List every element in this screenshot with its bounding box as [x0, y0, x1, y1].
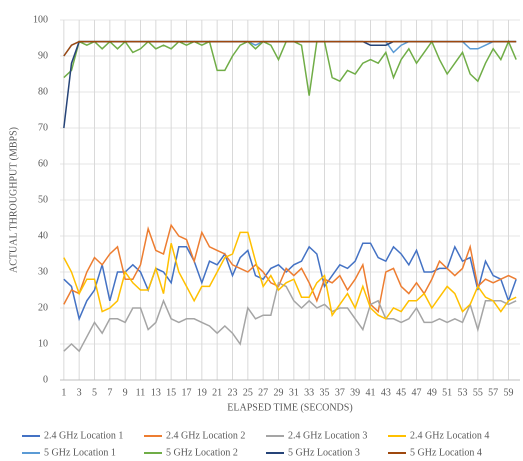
legend-label: 2.4 GHz Location 4 — [410, 430, 489, 441]
x-tick-label: 5 — [92, 387, 97, 398]
x-tick-label: 45 — [396, 387, 406, 398]
x-tick-label: 31 — [289, 387, 299, 398]
x-tick-label: 1 — [61, 387, 66, 398]
y-tick-label: 90 — [38, 50, 48, 61]
x-tick-label: 25 — [243, 387, 253, 398]
x-tick-label: 39 — [350, 387, 360, 398]
x-tick-label: 11 — [136, 387, 146, 398]
x-axis-title: ELAPSED TIME (SECONDS) — [227, 402, 352, 413]
y-tick-label: 80 — [38, 86, 48, 97]
x-tick-label: 53 — [458, 387, 468, 398]
x-tick-label: 15 — [166, 387, 176, 398]
x-tick-label: 57 — [488, 387, 498, 398]
y-tick-label: 50 — [38, 194, 48, 205]
x-tick-label: 35 — [320, 387, 330, 398]
x-tick-label: 41 — [366, 387, 376, 398]
y-tick-label: 70 — [38, 122, 48, 133]
x-tick-label: 29 — [274, 387, 284, 398]
x-tick-label: 9 — [123, 387, 128, 398]
x-tick-label: 49 — [427, 387, 437, 398]
x-tick-label: 59 — [504, 387, 514, 398]
y-tick-label: 100 — [33, 14, 48, 25]
legend-label: 2.4 GHz Location 1 — [44, 430, 123, 441]
x-tick-label: 13 — [151, 387, 161, 398]
y-tick-label: 0 — [43, 374, 48, 385]
x-tick-label: 55 — [473, 387, 483, 398]
series-line — [63, 39, 517, 96]
y-tick-label: 30 — [38, 266, 48, 277]
x-tick-label: 43 — [381, 387, 391, 398]
legend-label: 5 GHz Location 4 — [410, 447, 482, 458]
x-tick-label: 19 — [197, 387, 207, 398]
y-tick-label: 10 — [38, 338, 48, 349]
series-line — [63, 281, 517, 353]
x-tick-label: 21 — [212, 387, 222, 398]
legend-label: 2.4 GHz Location 2 — [166, 430, 245, 441]
x-tick-label: 51 — [442, 387, 452, 398]
legend-label: 5 GHz Location 2 — [166, 447, 238, 458]
legend-label: 5 GHz Location 3 — [288, 447, 360, 458]
series-line — [63, 231, 517, 320]
series-line — [63, 223, 517, 314]
x-tick-label: 33 — [304, 387, 314, 398]
x-tick-label: 3 — [77, 387, 82, 398]
x-tick-label: 47 — [412, 387, 422, 398]
y-axis-title: ACTUAL THROUGHPUT (MBPS) — [8, 127, 19, 273]
x-tick-label: 7 — [107, 387, 112, 398]
legend-label: 2.4 GHz Location 3 — [288, 430, 367, 441]
x-tick-label: 27 — [258, 387, 268, 398]
y-tick-label: 20 — [38, 302, 48, 313]
y-tick-label: 40 — [38, 230, 48, 241]
x-tick-label: 37 — [335, 387, 345, 398]
series-line — [63, 40, 517, 57]
legend-label: 5 GHz Location 1 — [44, 447, 116, 458]
series-line — [63, 242, 517, 322]
series-line — [63, 40, 517, 129]
x-tick-label: 23 — [228, 387, 238, 398]
y-tick-label: 60 — [38, 158, 48, 169]
series-line — [63, 40, 517, 57]
x-tick-label: 17 — [182, 387, 192, 398]
